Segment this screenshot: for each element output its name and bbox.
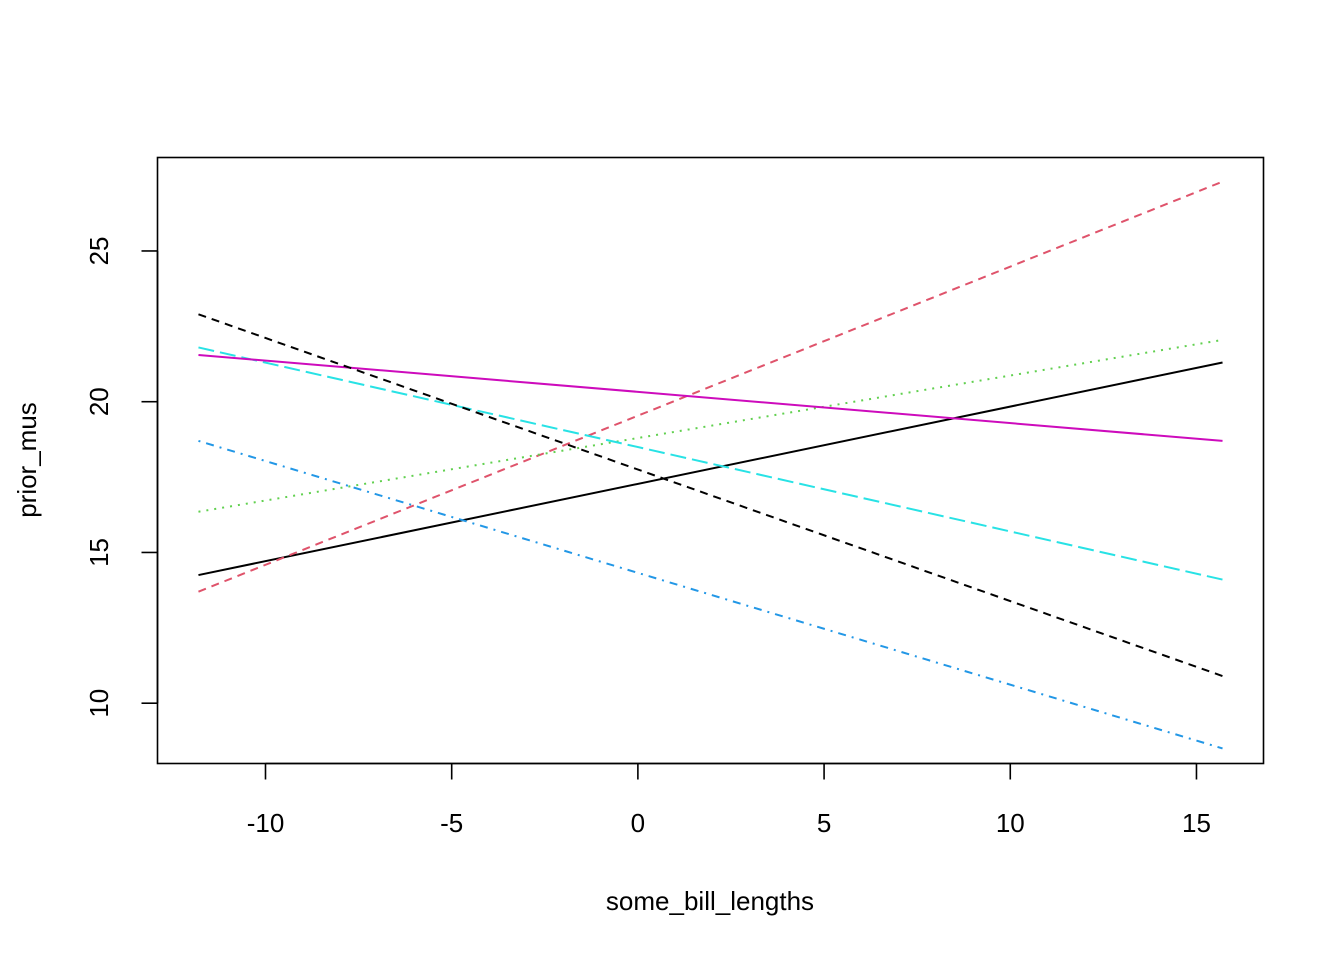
x-tick-label: 5 (817, 808, 831, 838)
y-tick-label: 25 (84, 237, 114, 266)
y-tick-label: 15 (84, 538, 114, 567)
plot-box (156, 156, 1265, 765)
x-tick-label: -5 (440, 808, 463, 838)
series-line (198, 346, 1223, 581)
series-line (198, 361, 1223, 577)
x-tick-label: 15 (1182, 808, 1211, 838)
x-tick-label: 10 (996, 808, 1025, 838)
x-axis: -10 -5 0 5 10 15 (247, 762, 1211, 838)
y-tick-label: 10 (84, 689, 114, 718)
series-line (198, 439, 1223, 750)
series-line (198, 353, 1223, 442)
y-axis-label: prior_mus (12, 402, 42, 518)
series-line (198, 180, 1223, 593)
series-layer (198, 180, 1223, 750)
x-tick-label: -10 (247, 808, 285, 838)
y-axis: 10 15 20 25 (84, 237, 159, 718)
x-axis-label: some_bill_lengths (606, 886, 814, 916)
x-tick-label: 0 (631, 808, 645, 838)
y-tick-label: 20 (84, 387, 114, 416)
series-line (198, 338, 1223, 513)
